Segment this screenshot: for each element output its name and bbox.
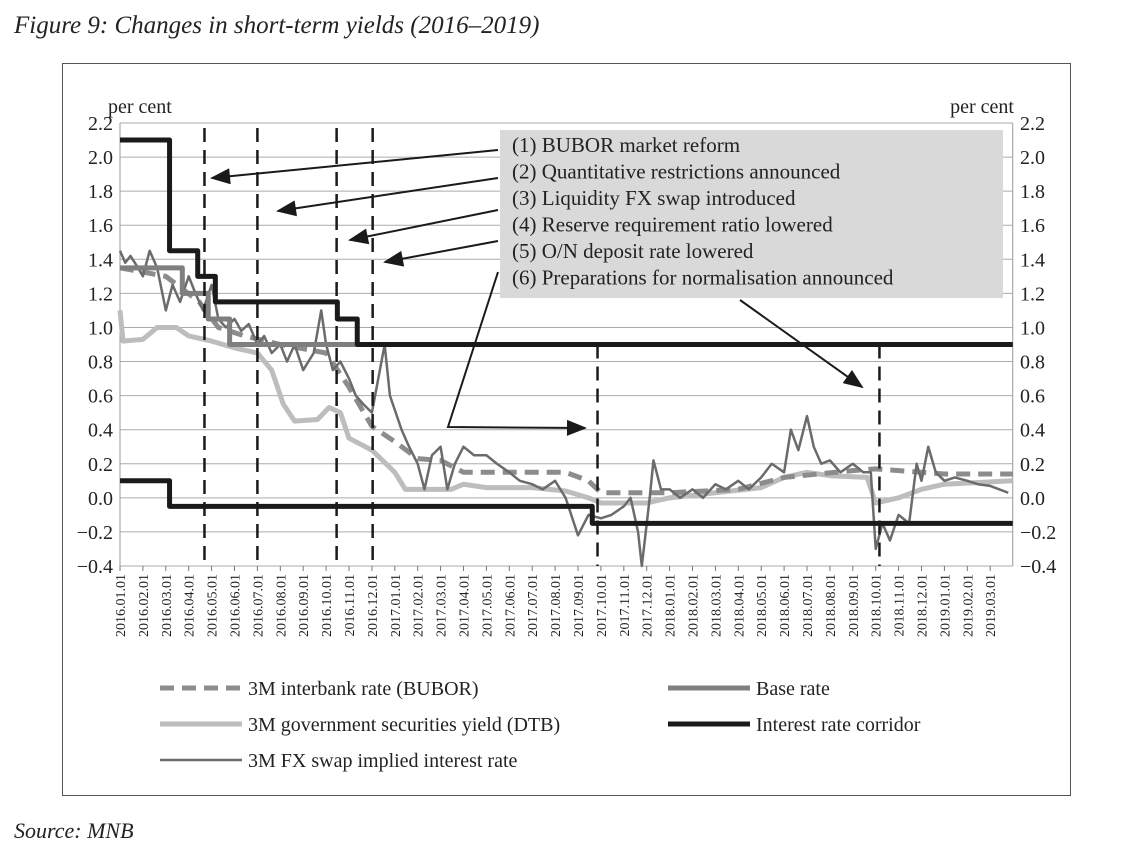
annotation-item: (6) Preparations for normalisation annou… [512,266,894,290]
x-tick-label: 2016.08.01 [274,574,289,637]
y-tick-left: 1.8 [88,181,113,203]
y-tick-left: 2.0 [88,147,113,169]
y-tick-right: 1.0 [1020,317,1045,339]
y-tick-right: 1.2 [1020,283,1045,305]
y-tick-left: 1.6 [88,215,113,237]
series-line-3m-interbank-rate-bubor- [119,265,1013,496]
y-tick-right: 0.6 [1020,386,1045,408]
y-tick-right: 2.2 [1020,113,1045,135]
y-tick-right: −0.4 [1020,556,1056,578]
x-tick-label: 2017.06.01 [503,574,518,637]
x-tick-label: 2017.01.01 [389,574,404,637]
annotation-arrow [739,299,864,389]
x-tick-label: 2016.01.01 [114,574,129,637]
y-tick-left: 0.4 [88,420,113,442]
x-tick-label: 2017.11.01 [618,574,633,636]
source-note: Source: MNB [14,818,134,843]
annotation-arrow [348,209,499,245]
x-tick-label: 2019.02.01 [961,574,976,637]
x-tick-label: 2018.07.01 [801,574,816,637]
legend-label: 3M interbank rate (BUBOR) [248,678,479,700]
y-axis-label-right: per cent [950,96,1014,118]
y-tick-right: −0.2 [1020,522,1056,544]
legend-label: 3M government securities yield (DTB) [248,714,560,736]
x-tick-label: 2016.02.01 [137,574,152,637]
annotation-item: (1) BUBOR market reform [512,133,740,157]
x-tick-label: 2016.04.01 [183,574,198,637]
x-tick-label: 2017.12.01 [641,574,656,637]
figure-title: Figure 9: Changes in short-term yields (… [14,12,540,39]
y-tick-right: 1.6 [1020,215,1045,237]
legend-label: Base rate [756,678,830,700]
y-tick-left: 0.8 [88,352,113,374]
x-tick-label: 2016.07.01 [251,574,266,637]
annotation-arrow [276,177,499,217]
y-tick-left: 0.0 [88,488,113,510]
series-line-3m-fx-swap-implied-interest-rate [118,249,1009,568]
x-tick-label: 2016.05.01 [206,574,221,637]
x-tick-label: 2017.07.01 [526,574,541,637]
x-tick-label: 2019.01.01 [938,574,953,637]
x-tick-label: 2018.08.01 [824,574,839,637]
legend-label: 3M FX swap implied interest rate [248,750,518,772]
x-tick-label: 2016.12.01 [366,574,381,637]
x-tick-label: 2018.11.01 [893,574,908,636]
annotation-arrow [383,240,499,267]
y-tick-right: 0.8 [1020,352,1045,374]
y-axis-label-left: per cent [108,96,172,118]
y-tick-left: 2.2 [88,113,113,135]
annotation-item: (3) Liquidity FX swap introduced [512,186,796,210]
x-tick-label: 2016.11.01 [343,574,358,636]
x-tick-label: 2016.03.01 [160,574,175,637]
y-tick-left: 1.4 [88,249,113,271]
x-tick-label: 2016.06.01 [229,574,244,637]
y-tick-left: 0.6 [88,386,113,408]
x-tick-label: 2018.02.01 [687,574,702,637]
series-line-interest-rate-corridor [120,137,1013,347]
annotation-arrow [446,271,587,436]
y-tick-right: 1.4 [1020,249,1045,271]
y-tick-left: −0.2 [77,522,113,544]
x-tick-label: 2018.05.01 [755,574,770,637]
x-tick-label: 2018.09.01 [847,574,862,637]
x-tick-label: 2017.09.01 [572,574,587,637]
y-tick-left: −0.4 [77,556,113,578]
x-tick-label: 2017.10.01 [595,574,610,637]
x-tick-label: 2018.06.01 [778,574,793,637]
y-tick-left: 1.0 [88,317,113,339]
y-tick-left: 1.2 [88,283,113,305]
annotation-item: (5) O/N deposit rate lowered [512,239,754,263]
x-tick-label: 2019.03.01 [984,574,999,637]
x-tick-label: 2017.03.01 [435,574,450,637]
y-tick-right: 0.2 [1020,454,1045,476]
annotation-item: (4) Reserve requirement ratio lowered [512,213,833,237]
y-tick-right: 2.0 [1020,147,1045,169]
x-tick-label: 2017.05.01 [480,574,495,637]
y-tick-right: 0.4 [1020,420,1045,442]
annotation-item: (2) Quantitative restrictions announced [512,160,841,184]
annotation-arrow [210,149,499,185]
x-tick-label: 2018.10.01 [870,574,885,637]
x-tick-label: 2016.10.01 [320,574,335,637]
legend-label: Interest rate corridor [756,714,921,736]
x-tick-label: 2017.08.01 [549,574,564,637]
series-line-corridor-lower [120,478,1013,526]
x-tick-label: 2018.12.01 [916,574,931,637]
x-tick-label: 2017.04.01 [458,574,473,637]
y-tick-right: 1.8 [1020,181,1045,203]
annotation-box [500,130,1003,298]
x-tick-label: 2016.09.01 [297,574,312,637]
y-tick-left: 0.2 [88,454,113,476]
series-line-3m-government-securities-yield-dtb- [117,310,1013,506]
y-tick-right: 0.0 [1020,488,1045,510]
x-tick-label: 2017.02.01 [412,574,427,637]
x-tick-label: 2018.01.01 [664,574,679,637]
x-tick-label: 2018.04.01 [732,574,747,637]
x-tick-label: 2018.03.01 [709,574,724,637]
chart-frame [62,63,1071,796]
series-line-base-rate [120,265,1013,347]
